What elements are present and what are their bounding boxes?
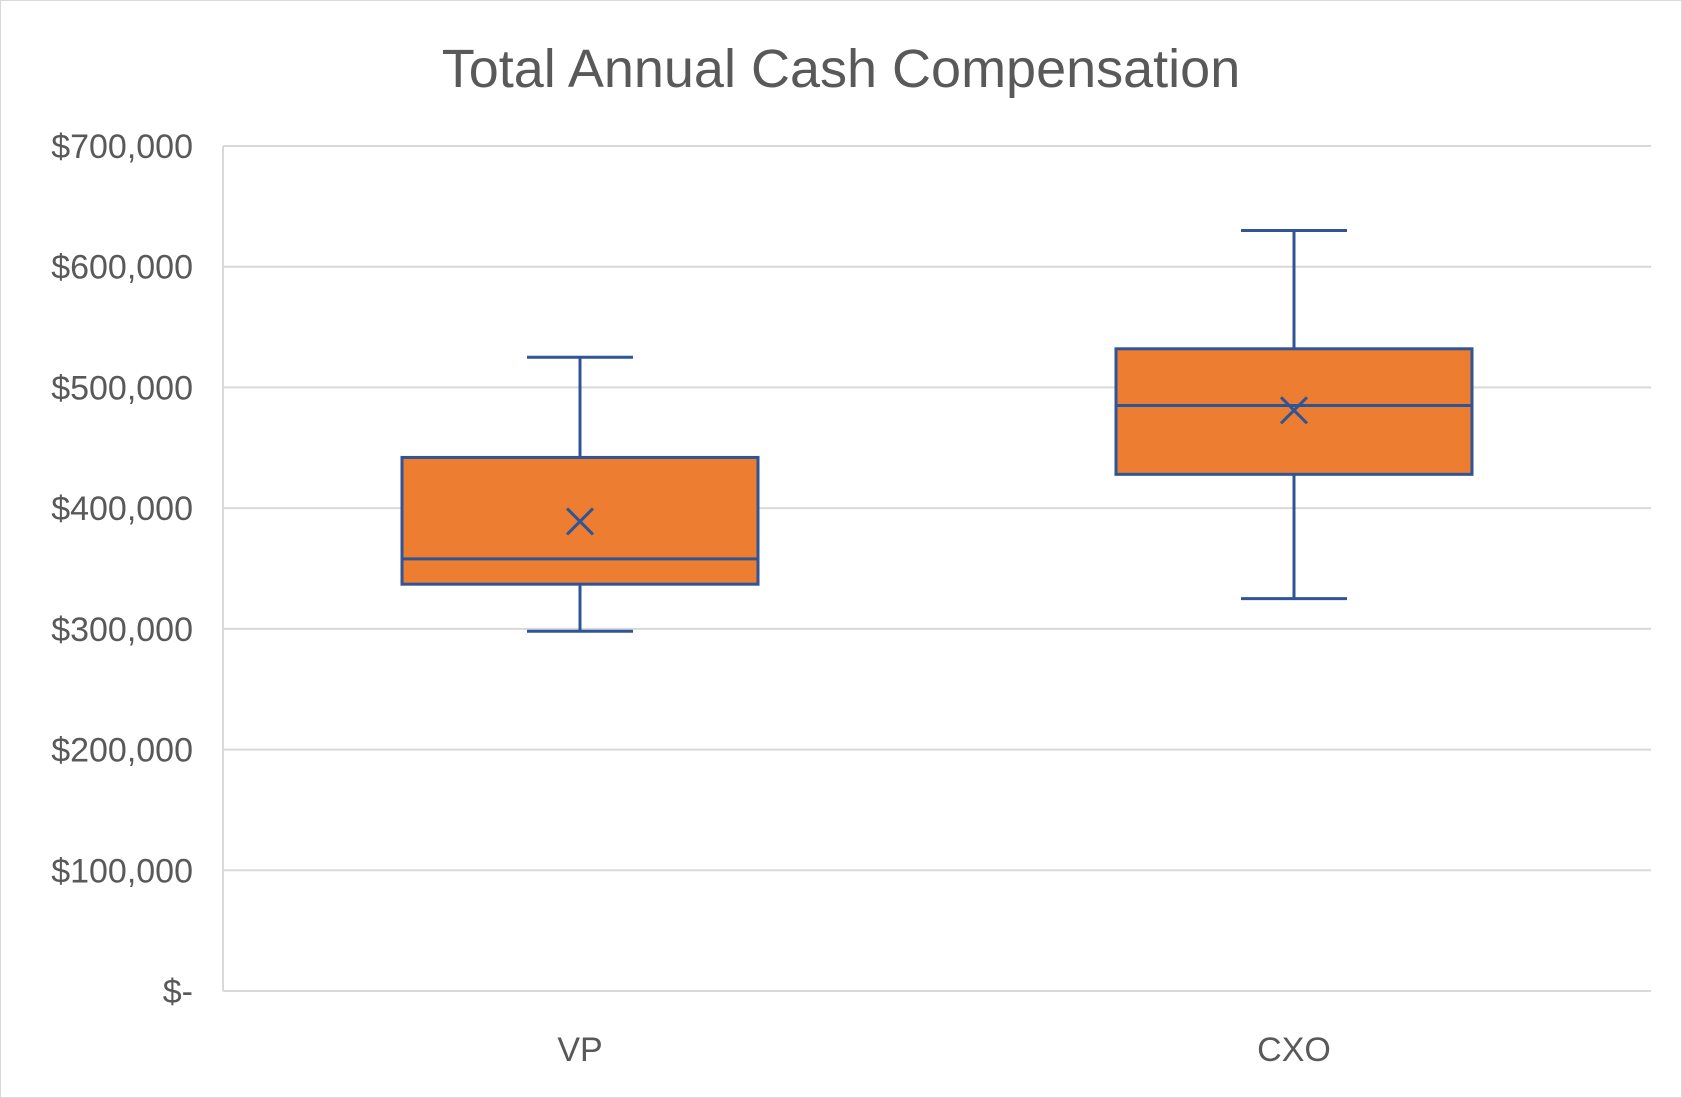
y-tick-label: $400,000 [51,490,193,528]
box-cxo [1114,229,1474,601]
mean-marker [565,507,595,536]
y-tick-label: $700,000 [51,128,193,166]
x-axis-tick-labels: VP CXO [557,1031,1331,1069]
x-tick-label: VP [557,1031,602,1069]
x-tick-label: CXO [1257,1031,1331,1069]
box-plots [400,229,1474,633]
y-tick-label: $300,000 [51,611,193,649]
box-vp [400,355,760,633]
y-tick-label: $100,000 [51,852,193,890]
y-tick-label: $200,000 [51,732,193,770]
y-tick-label: $500,000 [51,369,193,407]
mean-marker [1279,396,1309,425]
y-axis-tick-labels: $- $100,000 $200,000 $300,000 $400,000 $500,0… [51,128,193,1011]
chart-title: Total Annual Cash Compensation [442,39,1241,99]
y-tick-label: $600,000 [51,249,193,287]
y-tick-label: $- [163,973,193,1011]
